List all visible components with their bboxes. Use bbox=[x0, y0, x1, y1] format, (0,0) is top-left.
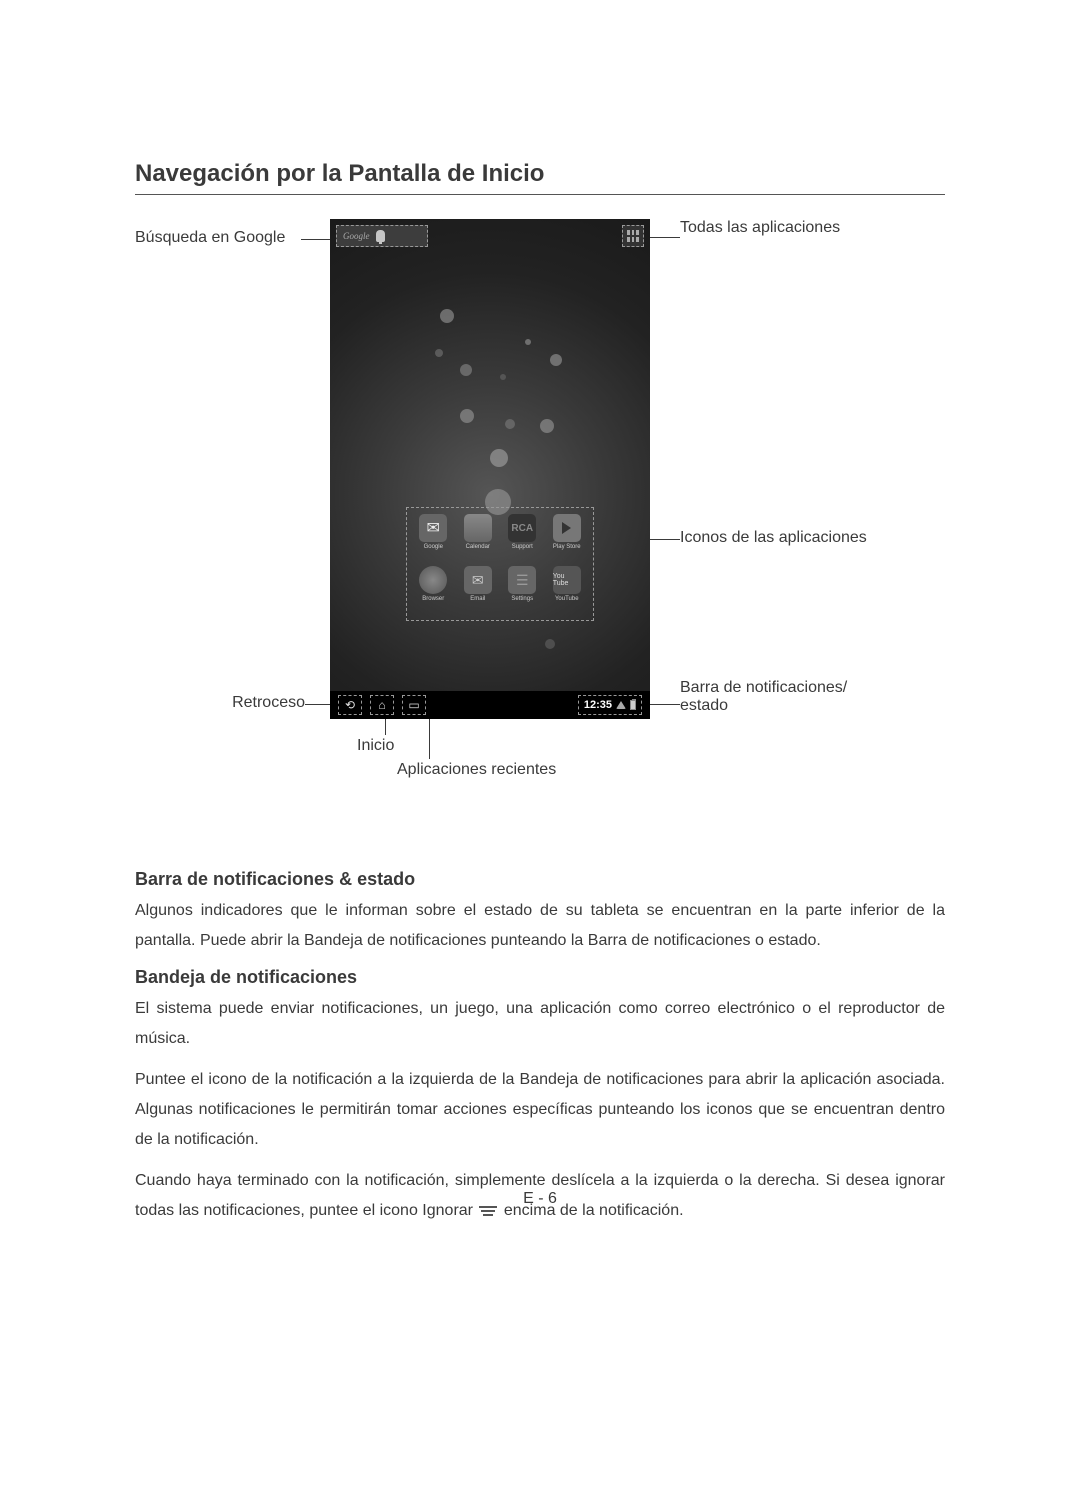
navigation-bar: ⟲ ⌂ ▭ 12:35 bbox=[330, 691, 650, 719]
leader-allapps bbox=[645, 237, 680, 238]
app-icon-support[interactable]: RCASupport bbox=[502, 514, 543, 562]
mic-icon[interactable] bbox=[376, 230, 385, 242]
page-title: Navegación por la Pantalla de Inicio bbox=[135, 160, 945, 195]
google-search-widget[interactable]: Google bbox=[336, 225, 428, 247]
app-icon-settings[interactable]: Settings bbox=[502, 566, 543, 614]
leader-recent-v bbox=[429, 719, 430, 759]
app-icon-email[interactable]: Email bbox=[458, 566, 499, 614]
paragraph-status-bar: Algunos indicadores que le informan sobr… bbox=[135, 896, 945, 957]
label-statusbar: Barra de notificaciones/ estado bbox=[680, 679, 860, 715]
back-button[interactable]: ⟲ bbox=[338, 695, 362, 715]
leader-statusbar bbox=[645, 704, 680, 705]
battery-icon bbox=[630, 700, 636, 710]
heading-status-bar: Barra de notificaciones & estado bbox=[135, 869, 945, 890]
home-screen-diagram: Búsqueda en Google Retroceso Todas las a… bbox=[135, 219, 945, 839]
status-area[interactable]: 12:35 bbox=[578, 695, 642, 715]
page-number: E - 6 bbox=[0, 1190, 1080, 1208]
label-all-apps: Todas las aplicaciones bbox=[680, 219, 840, 237]
leader-home-v bbox=[385, 719, 386, 735]
wifi-icon bbox=[616, 701, 626, 709]
clock: 12:35 bbox=[584, 699, 612, 711]
paragraph-tray-1: El sistema puede enviar notificaciones, … bbox=[135, 994, 945, 1055]
app-icon-grid: Google Calendar RCASupport Play Store Br… bbox=[406, 507, 594, 621]
app-icon-browser[interactable]: Browser bbox=[413, 566, 454, 614]
recent-apps-button[interactable]: ▭ bbox=[402, 695, 426, 715]
app-icon-youtube[interactable]: You TubeYouTube bbox=[547, 566, 588, 614]
label-google-search: Búsqueda en Google bbox=[135, 229, 285, 247]
tablet-home-screen: Google Google Calendar RCASupport Play S… bbox=[330, 219, 650, 719]
label-app-icons: Iconos de las aplicaciones bbox=[680, 529, 867, 547]
paragraph-tray-2: Puntee el icono de la notificación a la … bbox=[135, 1065, 945, 1156]
wallpaper bbox=[330, 219, 650, 719]
app-icon-playstore[interactable]: Play Store bbox=[547, 514, 588, 562]
home-button[interactable]: ⌂ bbox=[370, 695, 394, 715]
label-home: Inicio bbox=[357, 737, 394, 755]
all-apps-button[interactable] bbox=[622, 225, 644, 247]
heading-notification-tray: Bandeja de notificaciones bbox=[135, 967, 945, 988]
app-icon-google[interactable]: Google bbox=[413, 514, 454, 562]
app-icon-calendar[interactable]: Calendar bbox=[458, 514, 499, 562]
google-search-label: Google bbox=[343, 231, 370, 241]
label-recent: Aplicaciones recientes bbox=[397, 761, 556, 779]
label-back: Retroceso bbox=[135, 694, 305, 712]
